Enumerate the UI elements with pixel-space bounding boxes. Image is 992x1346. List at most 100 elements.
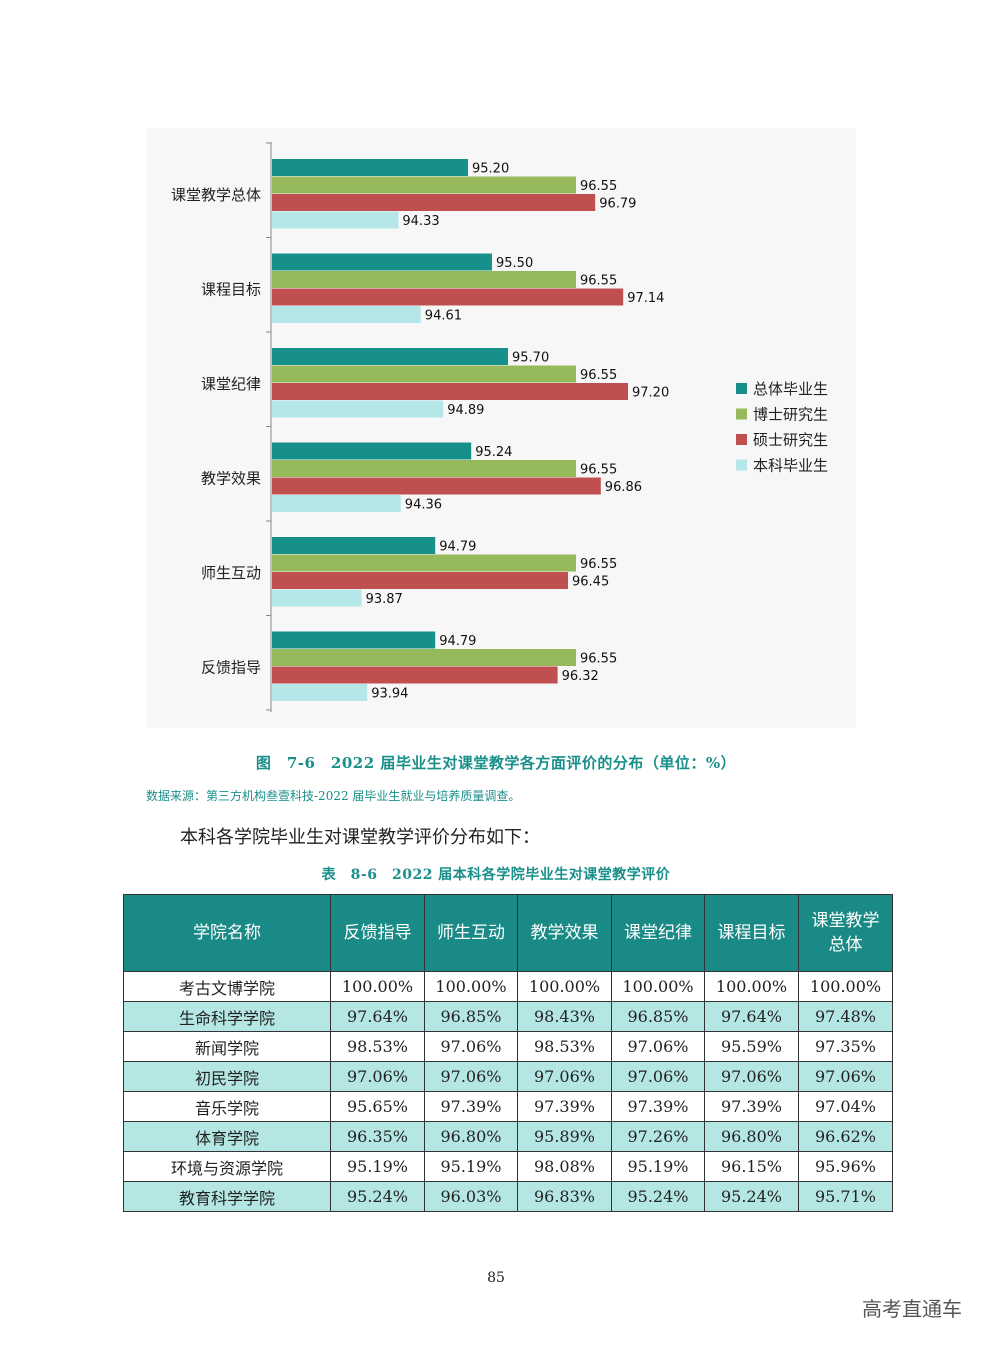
cell-value: 97.39% [424,1091,518,1122]
category-label: 教学效果 [201,470,261,488]
cell-value: 97.64% [330,1001,425,1032]
table-row: 体育学院 96.35% 96.80% 95.89% 97.26% 96.80% … [123,1121,893,1152]
bar [272,176,576,194]
legend-swatch [736,434,747,445]
bar [272,537,436,554]
header-feedback: 反馈指导 [330,894,425,972]
cell-value: 100.00% [798,971,893,1002]
bar [272,589,362,607]
cell-value: 97.06% [424,1061,518,1092]
table-row: 音乐学院 95.65% 97.39% 97.39% 97.39% 97.39% … [123,1091,893,1122]
header-objective: 课程目标 [704,894,799,972]
table-row: 教育科学学院 95.24% 96.03% 96.83% 95.24% 95.24… [123,1181,893,1212]
data-label: 96.55 [580,179,617,194]
table-caption: 表 8-6 2022 届本科各学院毕业生对课堂教学评价 [321,867,671,883]
cell-value: 97.06% [517,1061,612,1092]
cell-value: 95.71% [798,1181,893,1212]
cell-value: 95.24% [330,1181,425,1212]
cell-value: 96.80% [704,1121,799,1152]
cell-value: 97.35% [798,1031,893,1062]
cell-value: 95.19% [424,1151,518,1182]
header-overall: 课堂教学总体 [798,894,893,972]
data-label: 94.33 [402,214,439,229]
cell-college: 体育学院 [123,1121,331,1152]
cell-value: 95.19% [330,1151,425,1182]
cell-value: 98.43% [517,1001,612,1032]
bar [272,649,576,666]
bar [272,684,368,701]
cell-value: 96.35% [330,1121,425,1152]
figure-source: 数据来源：第三方机构叁壹科技-2022 届毕业生就业与培养质量调查。 [146,789,521,803]
data-label: 96.55 [580,463,617,478]
cell-value: 100.00% [704,971,799,1002]
bar [272,631,436,649]
cell-value: 97.06% [424,1031,518,1062]
category-label: 反馈指导 [201,659,261,677]
bar [272,460,576,477]
legend-swatch [736,408,747,420]
bar [272,194,596,211]
cell-college: 生命科学学院 [123,1001,331,1032]
cell-college: 考古文博学院 [123,971,331,1002]
cell-value: 95.65% [330,1091,425,1122]
watermark: 高考直通车 [862,1297,962,1321]
data-label: 95.24 [475,445,512,460]
cell-value: 97.06% [611,1031,705,1062]
cell-value: 97.06% [611,1061,705,1092]
bar [272,400,444,418]
bar [272,495,401,512]
bar [272,253,492,271]
cell-value: 97.06% [704,1061,799,1092]
data-label: 96.55 [580,368,617,383]
cell-value: 97.39% [517,1091,612,1122]
data-label: 94.79 [439,540,476,555]
category-label: 课堂教学总体 [171,186,261,204]
data-label: 96.45 [572,575,609,590]
data-label: 96.55 [580,274,617,289]
evaluation-table: 学院名称 反馈指导 师生互动 教学效果 课堂纪律 课程目标 课堂教学总体 考古文… [123,894,893,1212]
cell-value: 100.00% [611,971,705,1002]
bar [272,554,576,572]
category-label: 师生互动 [201,564,261,582]
data-label: 96.55 [580,557,617,572]
cell-value: 96.15% [704,1151,799,1182]
header-discipline: 课堂纪律 [611,894,705,972]
table-header-row: 学院名称 反馈指导 师生互动 教学效果 课堂纪律 课程目标 课堂教学总体 [123,894,893,972]
header-college: 学院名称 [123,894,331,972]
cell-college: 新闻学院 [123,1031,331,1062]
data-label: 94.61 [425,309,462,324]
data-label: 94.89 [447,403,484,418]
cell-value: 98.08% [517,1151,612,1182]
cell-value: 100.00% [517,971,612,1002]
table-row: 生命科学学院 97.64% 96.85% 98.43% 96.85% 97.64… [123,1001,893,1032]
cell-value: 97.06% [798,1061,893,1092]
cell-value: 97.48% [798,1001,893,1032]
data-label: 96.32 [562,669,599,684]
cell-value: 98.53% [517,1031,612,1062]
intro-text: 本科各学院毕业生对课堂教学评价分布如下： [180,827,540,848]
data-label: 95.70 [512,351,549,366]
cell-value: 100.00% [424,971,518,1002]
cell-value: 97.64% [704,1001,799,1032]
bar [272,666,558,684]
data-label: 95.50 [496,256,533,271]
page-number: 85 [487,1270,505,1286]
table-row: 初民学院 97.06% 97.06% 97.06% 97.06% 97.06% … [123,1061,893,1092]
legend-swatch [736,459,747,471]
cell-college: 音乐学院 [123,1091,331,1122]
header-interaction: 师生互动 [424,894,518,972]
cell-value: 97.26% [611,1121,705,1152]
cell-college: 环境与资源学院 [123,1151,331,1182]
data-label: 93.94 [371,687,408,702]
legend-swatch [736,383,747,394]
data-label: 93.87 [366,592,403,607]
bar [272,383,628,400]
cell-college: 教育科学学院 [123,1181,331,1212]
category-label: 课程目标 [201,281,261,299]
chart-panel: 课堂教学总体 95.20 96.55 96.79 94.33 课程目标 95.50 96.55… [146,128,856,728]
data-label: 94.79 [439,634,476,649]
bar [272,572,568,589]
bar [272,271,576,288]
cell-value: 95.24% [704,1181,799,1212]
legend-label: 总体毕业生 [753,380,828,398]
